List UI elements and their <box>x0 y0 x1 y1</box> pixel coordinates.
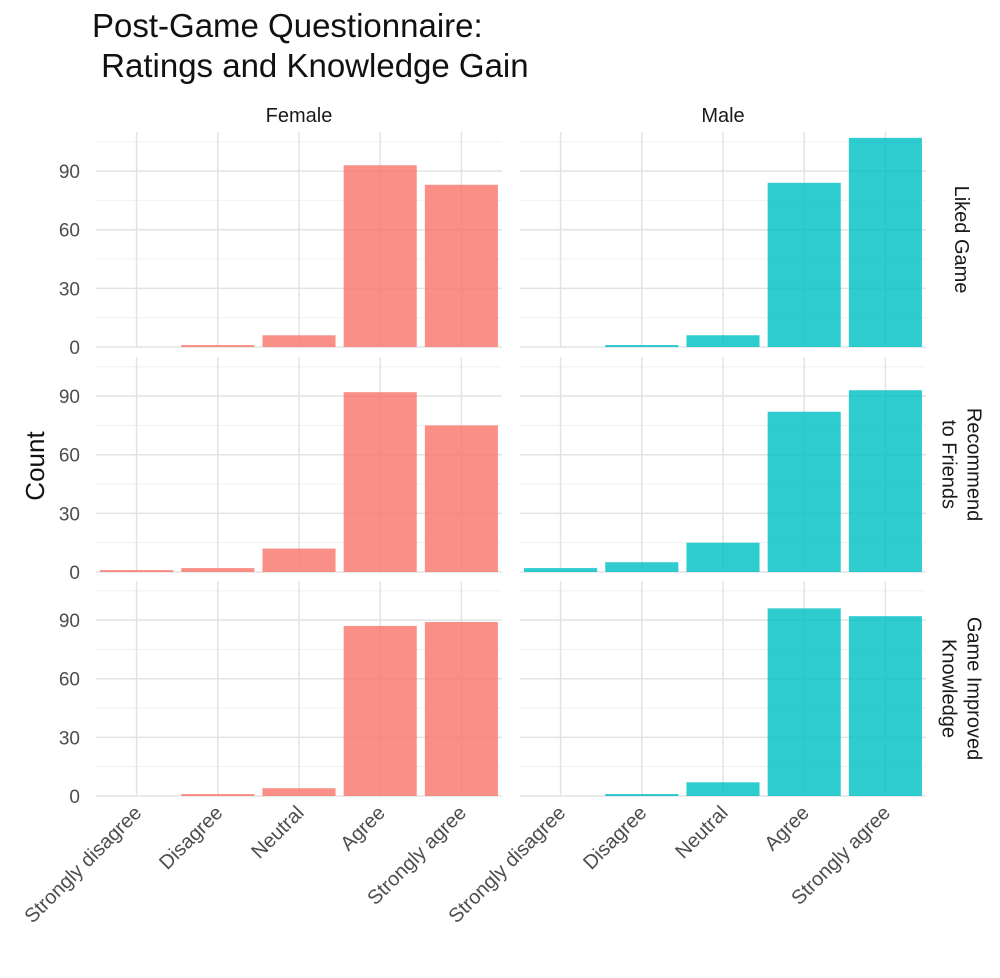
bar-female-strongly-disagree <box>100 570 174 572</box>
bar-female-neutral <box>262 335 336 347</box>
x-tick-label-neutral: Neutral <box>247 802 308 863</box>
strip-label-liked-game: Liked Game <box>950 186 972 294</box>
panel-male-game-improved-knowledge <box>520 581 926 797</box>
strip-label-female: Female <box>266 105 333 127</box>
y-tick-label: 0 <box>69 338 80 359</box>
bar-female-neutral <box>262 788 336 796</box>
bar-male-strongly-disagree <box>524 568 598 572</box>
chart-title: Post-Game Questionnaire: Ratings and Kno… <box>92 7 529 84</box>
bar-female-agree <box>343 625 417 796</box>
x-tick-label-disagree: Disagree <box>579 802 651 874</box>
x-tick-label-agree: Agree <box>760 802 813 855</box>
bar-female-disagree <box>181 568 255 572</box>
panel-male-recommend-to-friends <box>520 357 926 573</box>
y-tick-label: 60 <box>59 670 80 691</box>
y-axis-label: Count <box>20 431 50 501</box>
bar-female-disagree <box>181 345 255 347</box>
y-tick-label: 90 <box>59 162 80 183</box>
bar-male-disagree <box>605 345 679 347</box>
x-tick-label-agree: Agree <box>336 802 389 855</box>
bar-male-neutral <box>686 335 760 347</box>
y-tick-label: 30 <box>59 279 80 300</box>
bar-female-strongly-agree <box>424 184 498 347</box>
y-tick-label: 60 <box>59 221 80 242</box>
bar-female-agree <box>343 392 417 572</box>
bar-male-neutral <box>686 542 760 572</box>
bar-female-strongly-agree <box>424 622 498 796</box>
bar-male-disagree <box>605 794 679 796</box>
bar-male-strongly-agree <box>848 616 922 796</box>
bar-female-disagree <box>181 794 255 796</box>
y-tick-label: 0 <box>69 787 80 808</box>
x-tick-label-neutral: Neutral <box>671 802 732 863</box>
panel-male-liked-game <box>520 132 926 348</box>
bar-male-strongly-agree <box>848 390 922 572</box>
bar-male-agree <box>767 411 841 572</box>
y-tick-label: 0 <box>69 563 80 584</box>
panel-female-liked-game <box>96 132 502 348</box>
bar-female-strongly-agree <box>424 425 498 572</box>
panel-female-game-improved-knowledge <box>96 581 502 797</box>
x-tick-label-strongly-disagree: Strongly disagree <box>21 802 147 928</box>
bar-female-neutral <box>262 548 336 572</box>
y-tick-label: 60 <box>59 446 80 467</box>
y-tick-label: 90 <box>59 387 80 408</box>
y-tick-label: 30 <box>59 728 80 749</box>
y-tick-label: 30 <box>59 504 80 525</box>
bar-male-disagree <box>605 562 679 572</box>
strip-label-male: Male <box>701 105 744 127</box>
strip-label-recommend-to-friends: Recommendto Friends <box>938 408 985 521</box>
bar-male-neutral <box>686 782 760 796</box>
bar-male-agree <box>767 182 841 347</box>
bar-male-agree <box>767 608 841 796</box>
x-tick-label-disagree: Disagree <box>155 802 227 874</box>
y-tick-label: 90 <box>59 611 80 632</box>
panel-female-recommend-to-friends <box>96 357 502 573</box>
strip-label-game-improved-knowledge: Game ImprovedKnowledge <box>938 617 985 760</box>
bar-male-strongly-agree <box>848 137 922 347</box>
bar-female-agree <box>343 165 417 347</box>
